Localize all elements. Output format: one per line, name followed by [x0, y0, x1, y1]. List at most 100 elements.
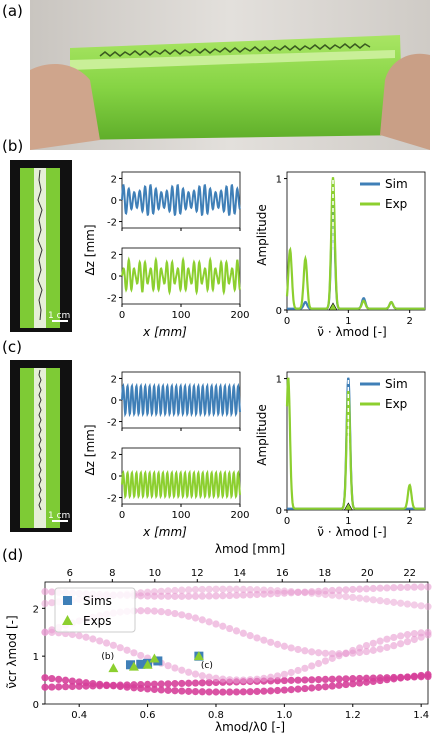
- exps-marker: [193, 651, 204, 661]
- mode-branch-point: [150, 685, 159, 694]
- mode-branch-point: [178, 586, 186, 594]
- mode-branch-point: [301, 589, 309, 597]
- mode-branch-point: [219, 592, 227, 600]
- dz-bottom-axes-b: 20-20 100 200: [107, 247, 250, 321]
- mode-branch-point: [403, 583, 412, 591]
- mode-branch-point: [191, 687, 200, 696]
- panel-d-frame: [44, 581, 429, 705]
- mode-branch-point: [198, 616, 206, 624]
- spec-ylabel-c: Amplitude: [255, 404, 269, 466]
- mode-branch-point: [321, 675, 330, 684]
- panel-d-bottom-xlabel: λmod/λ0 [-]: [215, 720, 285, 734]
- mode-branch-point: [68, 630, 76, 639]
- mode-branch-point: [55, 683, 63, 691]
- panel-d-ytick-label: 1: [33, 652, 39, 663]
- spec-c-xtick-label: 1: [345, 516, 351, 527]
- mode-branch-point: [349, 675, 357, 683]
- mode-branch-point: [48, 674, 56, 683]
- spec-c-ytick-label: 0: [276, 506, 282, 517]
- panel-d-ytick-label: 0: [33, 700, 39, 711]
- dz-b-bot-ytick-label: 2: [111, 250, 117, 261]
- panel-d-xtick-label: 0.8: [208, 710, 224, 721]
- mode-branch-point: [198, 672, 206, 680]
- mode-branch-point: [417, 673, 425, 681]
- mode-branch-point: [219, 675, 227, 683]
- mode-branch-point: [349, 680, 357, 688]
- panel-d-top-xtick-label: 16: [276, 568, 289, 579]
- mode-branch-point: [362, 647, 371, 656]
- dz-c-bot-line: [121, 469, 241, 500]
- mode-branch-point: [280, 587, 288, 595]
- mode-branch-point: [226, 676, 234, 684]
- mode-branch-point: [185, 687, 193, 695]
- mode-branch-point: [246, 688, 254, 696]
- panel-d-xtick-label: 1.4: [413, 710, 429, 721]
- dz-c-bot-xtick-label: 200: [230, 510, 249, 521]
- mode-branch-point: [301, 664, 309, 672]
- mode-branch-point: [362, 674, 371, 682]
- mode-branch-point: [212, 620, 220, 628]
- mode-branch-point: [171, 592, 179, 600]
- mode-branch-point: [198, 688, 206, 696]
- spec-b-xtick-label: 2: [406, 316, 412, 327]
- mode-branch-point: [143, 607, 152, 615]
- mode-branch-point: [253, 687, 261, 696]
- mode-branch-point: [205, 618, 213, 626]
- panel-d-xtick-label: 1.2: [345, 710, 361, 721]
- panel-label-c: (c): [2, 338, 22, 356]
- mode-branch-point: [314, 676, 323, 684]
- mode-branch-point: [397, 640, 405, 648]
- panel-d-top-xtick-label: 8: [109, 568, 115, 579]
- mode-branch-point: [185, 586, 193, 594]
- mode-branch-point: [178, 666, 186, 674]
- mode-branch-point: [314, 649, 323, 657]
- mode-branch-point: [280, 670, 288, 678]
- exps-marker: [128, 661, 139, 671]
- spec-c-xtick-label: 2: [406, 516, 412, 527]
- mode-branch-point: [328, 654, 336, 662]
- mode-branch-point: [294, 645, 302, 654]
- mode-branch-point: [349, 593, 357, 601]
- mode-branch-point: [226, 585, 234, 593]
- dz-b-bot-xtick-label: 200: [230, 310, 249, 321]
- mode-branch-point: [287, 686, 295, 694]
- mode-branch-point: [314, 590, 323, 598]
- panel-d-legend-sims-swatch: [63, 596, 72, 605]
- mode-branch-point: [212, 592, 220, 600]
- mode-branch-point: [137, 589, 145, 597]
- mode-branch-point: [267, 687, 275, 695]
- mode-branch-point: [75, 682, 83, 690]
- mode-branch-point: [171, 586, 179, 595]
- mode-branch-point: [376, 584, 384, 592]
- mode-branch-point: [417, 629, 425, 637]
- mode-branch-point: [335, 652, 343, 660]
- spec-c-series-exp: [285, 377, 425, 510]
- spec-c-ytick-label: 1: [276, 375, 282, 386]
- spec-b-legend-label: Sim: [385, 177, 408, 191]
- mode-branch-point: [321, 590, 330, 599]
- dz-c-top-ytick-label: 0: [111, 396, 117, 407]
- panel-d-legend-sims-label: Sims: [83, 594, 112, 608]
- mode-branch-point: [342, 680, 350, 689]
- mode-branch-point: [48, 599, 56, 607]
- photo-a: [30, 0, 430, 150]
- mode-branch-point: [410, 601, 418, 609]
- spec-b-xtick-label: 1: [345, 316, 351, 327]
- dz-b-top-ytick-label: 0: [111, 196, 117, 207]
- mode-branch-point: [308, 662, 316, 670]
- dz-b-bot-ytick-label: 0: [111, 272, 117, 283]
- mode-branch-point: [137, 651, 145, 660]
- panel-d-top-xlabel: λmod [mm]: [215, 542, 285, 556]
- mode-branch-point: [246, 591, 254, 599]
- dz-plots-b: Δz [mm] 20-2 20-20 100 200 x [mm]: [83, 171, 250, 339]
- mode-branch-point: [349, 585, 357, 594]
- mode-branch-point: [232, 627, 241, 635]
- x-label-c: x [mm]: [142, 525, 187, 539]
- mode-branch-point: [376, 597, 384, 605]
- panel-label-d: (d): [2, 546, 24, 564]
- dz-c-bot-ytick-label: 0: [111, 472, 117, 483]
- dz-ylabel-c: Δz [mm]: [83, 424, 97, 475]
- mode-branch-point: [82, 682, 90, 690]
- mode-branch-point: [267, 673, 275, 681]
- panel-label-a: (a): [2, 2, 23, 20]
